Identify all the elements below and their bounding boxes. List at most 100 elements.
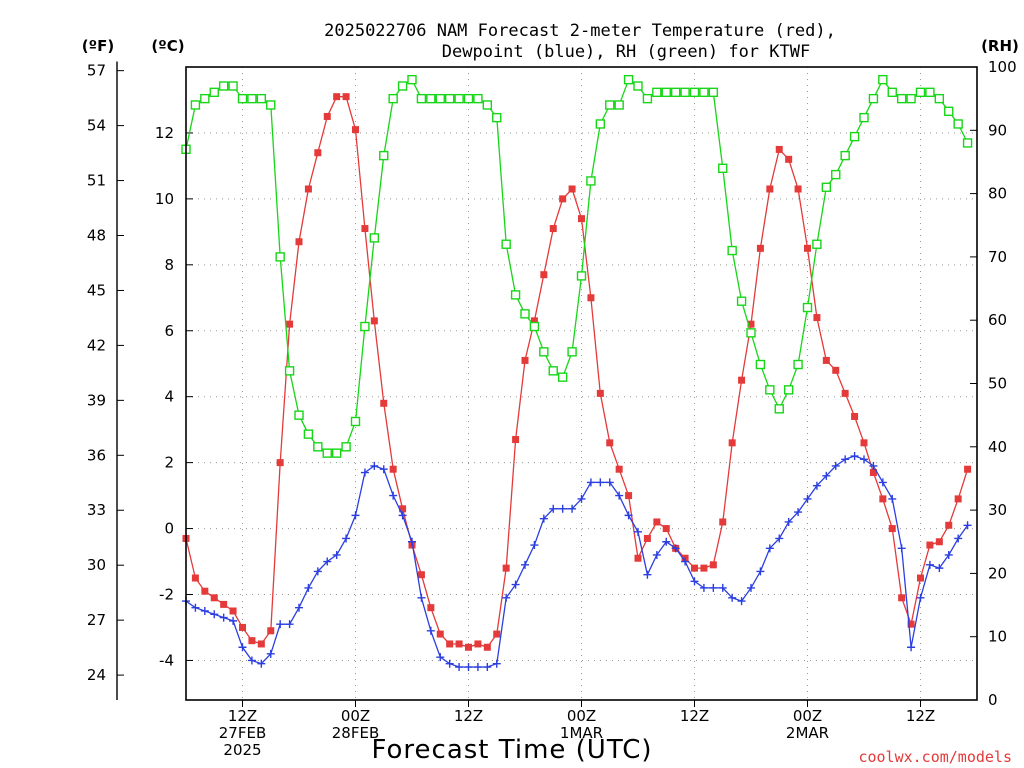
rh-tick-label: 0 <box>988 691 998 709</box>
temperature-point <box>832 366 840 374</box>
temperature-point <box>333 93 341 101</box>
dewpoint-point <box>360 468 369 477</box>
temperature-point <box>559 195 567 203</box>
rh-point <box>812 239 822 249</box>
rh-point <box>322 448 332 458</box>
rh-tick-label: 80 <box>988 185 1007 203</box>
rh-point <box>595 119 606 129</box>
temperature-point <box>766 185 774 193</box>
celsius-tick-label: 2 <box>164 454 174 472</box>
rh-point <box>793 359 803 370</box>
dewpoint-point <box>276 620 285 629</box>
temperature-point <box>738 376 746 384</box>
rh-point <box>944 106 954 117</box>
dewpoint-point <box>313 567 322 576</box>
rh-point <box>454 93 464 104</box>
rh-point <box>802 302 813 313</box>
plot-border <box>185 66 978 701</box>
temperature-point <box>935 538 943 546</box>
dewpoint-point <box>888 494 897 503</box>
dewpoint-point <box>615 491 624 500</box>
dewpoint-point <box>747 583 755 592</box>
dewpoint-point <box>351 511 360 520</box>
temperature-point <box>917 574 924 582</box>
rh-point <box>275 252 285 262</box>
fahrenheit-tick-label: 51 <box>87 172 106 190</box>
fahrenheit-tick-label: 24 <box>87 666 106 684</box>
rh-point <box>350 416 361 427</box>
temperature-point <box>361 225 369 233</box>
rh-point <box>482 100 493 110</box>
dewpoint-point <box>295 603 303 612</box>
celsius-tick-label: 10 <box>155 190 174 208</box>
rh-point <box>529 321 540 332</box>
temperature-point <box>822 356 830 364</box>
temperature-point <box>907 620 915 628</box>
temperature-point <box>436 630 444 638</box>
rh-point <box>473 93 483 104</box>
temperature-point <box>813 314 821 322</box>
temperature-point <box>521 356 529 364</box>
rh-point <box>209 87 219 98</box>
temperature-point <box>945 521 953 529</box>
dewpoint-point <box>916 593 925 602</box>
fahrenheit-tick-label: 36 <box>87 446 106 464</box>
rh-unit-label: (RH) <box>981 37 1019 55</box>
dewpoint-point <box>662 537 671 546</box>
temperature-point <box>653 518 661 526</box>
dewpoint-point <box>285 620 294 629</box>
temperature-point <box>201 587 209 595</box>
dewpoint-point <box>831 461 840 470</box>
rh-point <box>586 176 596 186</box>
x-tick-label: 00Z <box>793 707 822 725</box>
dewpoint-point <box>634 527 642 536</box>
temperature-point <box>879 495 887 503</box>
temperature-point <box>427 604 435 612</box>
rh-point <box>670 87 681 98</box>
temperature-point <box>314 149 322 157</box>
x-tick-label: 28FEB <box>332 724 379 742</box>
dewpoint-point <box>370 461 379 470</box>
dewpoint-point <box>455 663 464 672</box>
temperature-point <box>954 495 962 503</box>
x-tick-label: 1MAR <box>560 724 603 742</box>
temperature-point <box>606 439 614 447</box>
fahrenheit-tick-label: 54 <box>87 117 106 135</box>
rh-tick-label: 100 <box>988 58 1017 76</box>
dewpoint-point <box>521 560 529 569</box>
temperature-point <box>257 640 265 648</box>
x-axis-title: Forecast Time (UTC) <box>371 735 652 765</box>
x-tick-label: 12Z <box>906 707 935 725</box>
dewpoint-point <box>586 478 595 487</box>
dewpoint-point <box>681 557 690 566</box>
fahrenheit-tick-label: 33 <box>87 501 106 519</box>
temperature-point <box>465 643 472 651</box>
dewpoint-point <box>257 659 266 668</box>
rh-point <box>548 366 558 376</box>
celsius-tick-label: 8 <box>164 256 174 274</box>
fahrenheit-unit-label: (ºF) <box>82 37 114 55</box>
temperature-point <box>502 564 510 572</box>
rh-series <box>181 74 973 458</box>
dewpoint-point <box>530 541 539 550</box>
x-tick-label: 00Z <box>567 707 596 725</box>
fahrenheit-tick-label: 45 <box>87 281 106 299</box>
rh-point <box>727 245 737 256</box>
celsius-tick-label: 6 <box>164 322 174 340</box>
rh-point <box>633 81 643 91</box>
dewpoint-point <box>954 534 963 543</box>
rh-point <box>708 87 719 98</box>
rh-tick-label: 60 <box>988 311 1007 329</box>
dewpoint-point <box>558 504 567 513</box>
temperature-point <box>389 465 397 473</box>
dewpoint-point <box>756 567 765 576</box>
dewpoint-point <box>869 461 878 470</box>
plot-frame <box>185 66 978 701</box>
dewpoint-point <box>342 534 351 543</box>
dewpoint-point <box>332 550 341 559</box>
rh-point <box>567 347 577 357</box>
rh-point <box>953 119 963 129</box>
data-series <box>181 74 973 672</box>
temperature-point <box>728 439 736 447</box>
